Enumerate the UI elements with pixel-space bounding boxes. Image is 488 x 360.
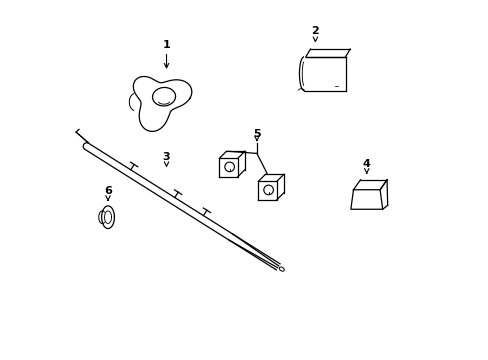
Text: 1: 1 xyxy=(163,40,170,50)
Text: 6: 6 xyxy=(104,186,112,195)
Text: 3: 3 xyxy=(163,152,170,162)
Text: 5: 5 xyxy=(253,129,260,139)
Text: 2: 2 xyxy=(311,26,319,36)
Text: 4: 4 xyxy=(362,159,370,169)
